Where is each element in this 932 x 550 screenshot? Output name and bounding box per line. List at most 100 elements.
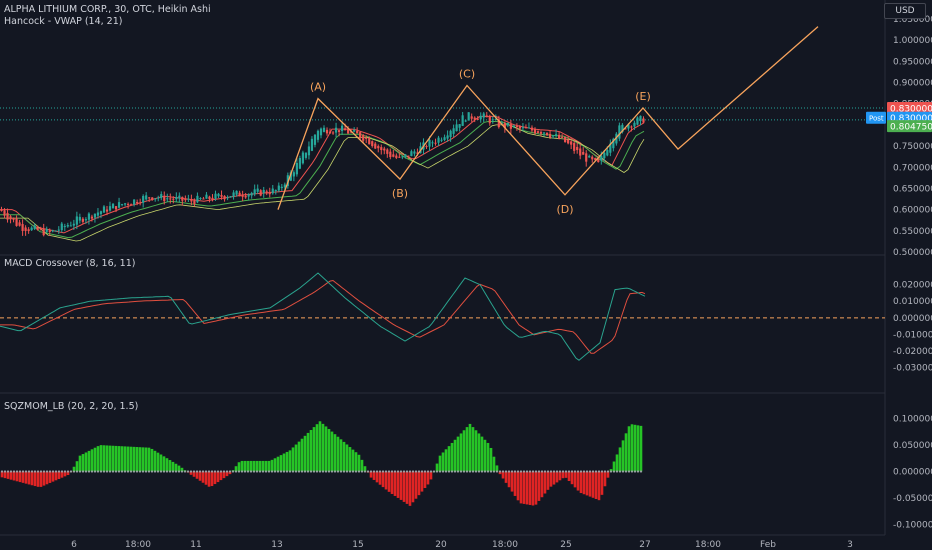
price-badge [887, 120, 932, 133]
sqzmom-bar [120, 446, 124, 472]
squeeze-dot [78, 470, 82, 473]
squeeze-dot [522, 470, 526, 473]
vwap-band-green [0, 121, 645, 239]
sqzmom-bar [213, 471, 217, 485]
sqzmom-bar [30, 471, 34, 486]
candle-body [271, 188, 274, 194]
sqzmom-bar [480, 436, 484, 472]
candles[interactable] [0, 111, 645, 237]
candle-body [479, 115, 482, 120]
sqzmom-bar [267, 460, 271, 472]
candle-body [111, 203, 115, 209]
sqzmom-bar [96, 446, 100, 472]
candle-body [639, 115, 642, 122]
squeeze-dot [270, 470, 274, 473]
sqzmom-bar [561, 471, 565, 479]
squeeze-dot [159, 470, 163, 473]
candle-body [482, 113, 485, 118]
squeeze-dot [498, 470, 502, 473]
squeeze-dot [240, 470, 244, 473]
squeeze-dot [264, 470, 268, 473]
candle-body [187, 198, 190, 200]
squeeze-dot [501, 470, 505, 473]
sqzmom-bar [609, 469, 613, 472]
sqzmom-bar [288, 450, 292, 472]
sqzmom-bar [39, 471, 43, 487]
sqzmom-bar [192, 471, 196, 477]
sqzmom-bar [507, 471, 511, 488]
squeeze-dot [321, 470, 325, 473]
macd-line [0, 272, 646, 361]
sqzmom-bar [408, 471, 412, 506]
candle-body [289, 172, 292, 181]
candle-body [636, 117, 639, 125]
sqzmom-bar [519, 471, 523, 504]
squeeze-dot [579, 470, 583, 473]
y-tick-label: -0.010000 [893, 330, 932, 340]
candle-body [344, 128, 347, 131]
y-tick-label: 0.010000 [893, 297, 932, 307]
sqzmom-bar [465, 427, 469, 472]
candle-body [253, 189, 256, 195]
candle-body [533, 129, 537, 134]
squeeze-dot [363, 470, 367, 473]
squeeze-dot [351, 470, 355, 473]
sqzmom-bar [153, 450, 157, 472]
squeeze-dot [45, 470, 49, 473]
sqzmom-bar [171, 461, 175, 472]
squeeze-dot [165, 470, 169, 473]
squeeze-dot [405, 470, 409, 473]
y-tick-label: -0.050000 [893, 494, 932, 504]
squeeze-dot [81, 470, 85, 473]
sqzmom-bar [450, 442, 454, 472]
price-axis[interactable]: 1.0500001.0000000.9500000.9000000.850000… [893, 15, 932, 530]
candle-body [262, 189, 265, 193]
squeeze-dot [420, 470, 424, 473]
squeeze-dot [228, 470, 232, 473]
squeeze-dot [336, 470, 340, 473]
candle-body [142, 196, 145, 203]
candle-body [190, 199, 193, 202]
squeeze-dot [357, 470, 361, 473]
candle-body [0, 209, 3, 211]
squeeze-dot [21, 470, 25, 473]
sqzmom-bar [261, 460, 265, 472]
candle-body [624, 128, 627, 130]
squeeze-dot [48, 470, 52, 473]
sqzmom-bar [291, 447, 295, 472]
currency-badge[interactable]: USD [884, 3, 926, 19]
sqzmom-bar [24, 471, 28, 484]
sqzmom-histogram [0, 421, 643, 506]
candle-body [440, 139, 443, 141]
elliott-wave[interactable]: (A) (B) (C) (D) (E) [277, 26, 819, 216]
sqzmom-bar [108, 445, 112, 472]
post-tag [866, 111, 886, 124]
sqzmom-bar [435, 463, 439, 472]
x-tick-label: 15 [352, 540, 363, 550]
y-tick-label: 0.750000 [893, 142, 932, 152]
sqzmom-bar [396, 471, 400, 498]
squeeze-dot [153, 470, 157, 473]
squeeze-dot [393, 470, 397, 473]
y-tick-label: 0.700000 [893, 163, 932, 173]
sqzmom-bar [249, 460, 253, 472]
time-axis[interactable]: 6 18:00 11 13 15 20 18:00 25 27 18:00 Feb 3 [71, 540, 853, 550]
sqzmom-bar [510, 471, 514, 492]
squeeze-dot [486, 470, 490, 473]
candle-body [292, 172, 295, 177]
sqzmom-bar [135, 447, 139, 472]
candle-body [401, 156, 404, 158]
candle-body [114, 206, 118, 210]
sqzmom-bar [591, 471, 595, 498]
sqzmom-bar [63, 471, 67, 477]
squeeze-dot [585, 470, 589, 473]
squeeze-dot [255, 470, 259, 473]
candle-body [48, 230, 51, 233]
squeeze-dot [474, 470, 478, 473]
sqzmom-bar [495, 465, 499, 472]
sqzmom-bar [630, 424, 634, 472]
squeeze-dot [210, 470, 214, 473]
squeeze-dot [222, 470, 226, 473]
squeeze-dot [636, 470, 640, 473]
